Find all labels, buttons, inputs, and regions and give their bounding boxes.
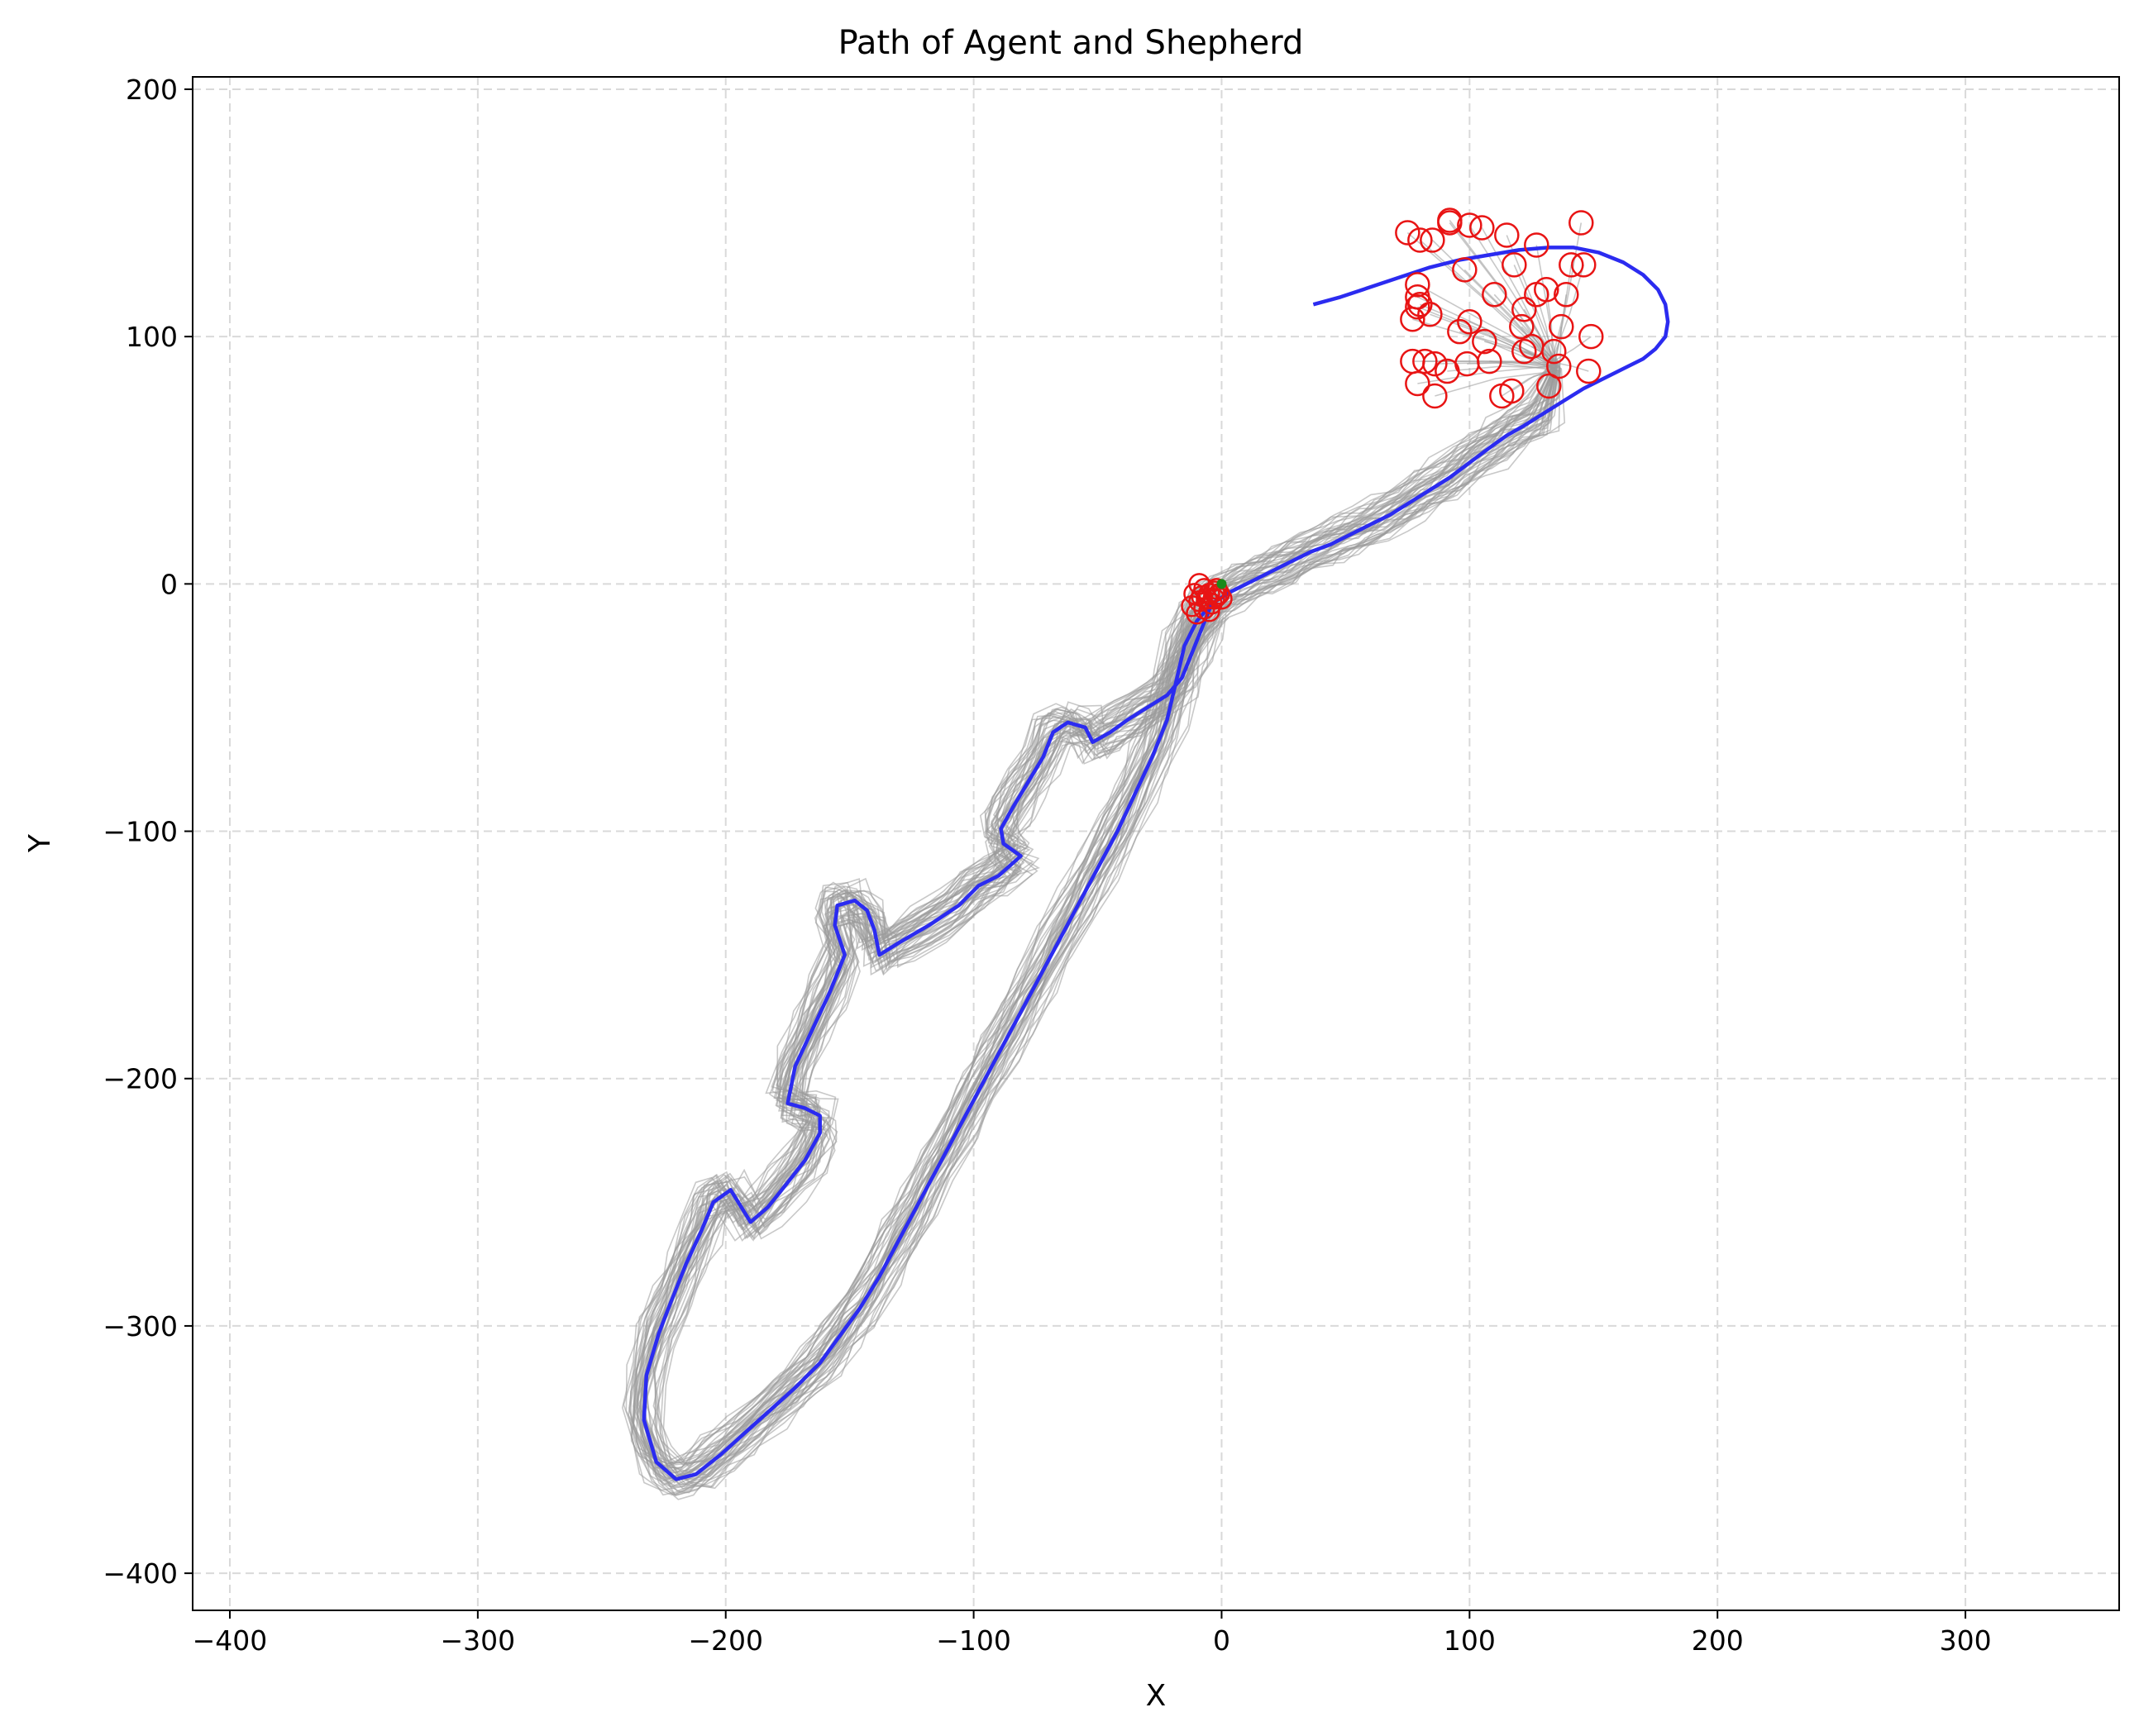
agent-start-marker xyxy=(1407,292,1433,317)
agent-start-marker xyxy=(1554,282,1579,308)
x-tick-label: −400 xyxy=(193,1624,268,1657)
x-tick-label: 0 xyxy=(1213,1624,1230,1657)
x-axis-ticks: −400 −300 −200 −100 0 100 200 300 xyxy=(193,1610,1992,1657)
agent-start-marker xyxy=(1405,294,1430,320)
agent-start-marker xyxy=(1568,210,1594,236)
agent-start-marker xyxy=(1482,282,1507,308)
agent-start-marker xyxy=(1524,232,1549,258)
agent-path xyxy=(639,370,1557,1500)
y-tick-label: −200 xyxy=(103,1063,178,1095)
agent-start-marker xyxy=(1502,252,1527,278)
agent-start-marker xyxy=(1578,323,1604,350)
agent-path xyxy=(628,361,1589,1465)
agent-start-marker xyxy=(1469,215,1495,241)
shepherd-path xyxy=(642,246,1670,1481)
y-axis-label: Y xyxy=(23,833,57,853)
agent-start-marker xyxy=(1435,358,1460,384)
agent-start-marker xyxy=(1571,252,1597,278)
agent-start-marker xyxy=(1400,306,1425,332)
agent-end-marker xyxy=(1206,578,1228,600)
agent-start-marker xyxy=(1437,210,1463,236)
y-tick-label: 200 xyxy=(126,74,178,106)
y-tick-label: 0 xyxy=(160,568,178,600)
agent-start-marker xyxy=(1452,257,1478,283)
shepherd-path-group xyxy=(642,246,1670,1481)
agent-path xyxy=(628,336,1592,1464)
y-tick-label: −300 xyxy=(103,1310,178,1343)
agent-end-marker xyxy=(1203,588,1225,610)
agent-start-marker xyxy=(1536,373,1562,399)
agent-start-marker xyxy=(1395,220,1420,246)
agent-start-marker xyxy=(1472,328,1497,355)
y-tick-label: −100 xyxy=(103,816,178,848)
x-tick-label: 200 xyxy=(1692,1624,1744,1657)
chart-title: Path of Agent and Shepherd xyxy=(838,24,1304,62)
agent-start-marker xyxy=(1549,313,1574,340)
agent-start-marker xyxy=(1405,370,1430,397)
agent-start-marker xyxy=(1422,351,1448,377)
agent-start-marker xyxy=(1457,308,1482,335)
x-tick-label: 300 xyxy=(1940,1624,1992,1657)
x-tick-label: −200 xyxy=(688,1624,763,1657)
agent-path xyxy=(633,360,1554,1486)
gridlines xyxy=(193,77,2119,1610)
x-tick-label: −300 xyxy=(441,1624,516,1657)
y-axis-ticks: −400 −300 −200 −100 0 100 200 xyxy=(103,74,193,1590)
x-axis-label: X xyxy=(1146,1679,1167,1713)
x-tick-label: 100 xyxy=(1444,1624,1496,1657)
agent-start-marker xyxy=(1499,378,1525,404)
agent-start-marker xyxy=(1494,222,1520,248)
agent-path xyxy=(662,293,1566,1490)
agent-start-marker xyxy=(1417,301,1443,327)
agent-start-marker xyxy=(1576,358,1602,384)
agent-start-marker xyxy=(1447,318,1473,345)
agent-start-marker xyxy=(1422,383,1448,409)
agent-start-marker xyxy=(1420,227,1445,253)
agent-start-marker xyxy=(1412,348,1438,374)
y-tick-label: −400 xyxy=(103,1557,178,1590)
agent-start-marker xyxy=(1546,353,1572,379)
agent-start-marker xyxy=(1457,212,1482,238)
agent-start-marker xyxy=(1541,338,1567,365)
agent-start-marker xyxy=(1509,313,1535,340)
y-tick-label: 100 xyxy=(126,321,178,353)
agent-start-marker xyxy=(1511,338,1537,365)
agent-start-marker xyxy=(1407,227,1433,253)
x-tick-label: −100 xyxy=(936,1624,1011,1657)
plot-frame xyxy=(192,76,2120,1611)
shepherd-start-marker xyxy=(1216,579,1227,589)
agent-start-marker xyxy=(1511,296,1537,322)
agent-start-marker xyxy=(1559,252,1584,278)
agent-markers xyxy=(1181,207,1604,625)
agent-start-marker xyxy=(1534,277,1559,303)
